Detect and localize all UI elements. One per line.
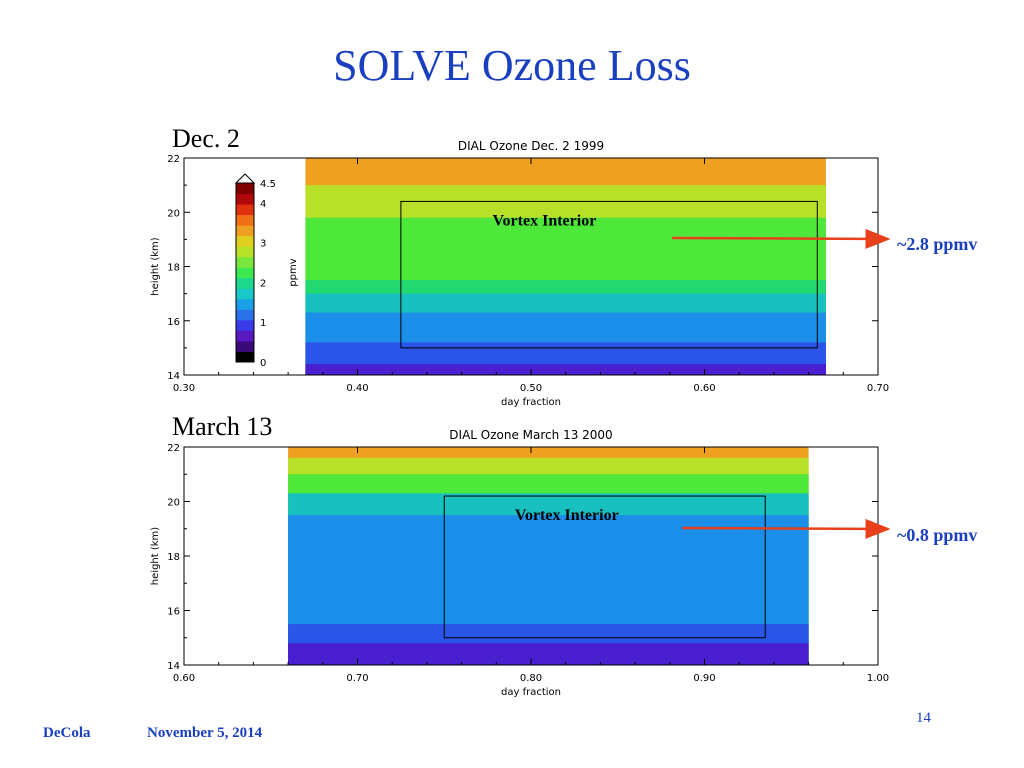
march-date-label: March 13 (172, 412, 273, 441)
chart1-colorbar-swatch (236, 246, 254, 258)
chart2-xtick-label: 0.70 (346, 673, 368, 684)
chart1-ytick-label: 14 (167, 371, 180, 382)
chart2-vortex-box (443, 495, 766, 639)
chart1-colorbar-tick: 4 (260, 199, 266, 210)
chart1-colorbar-tick: 0 (260, 358, 266, 369)
footer-author: DeCola (43, 725, 91, 741)
chart1-colorbar-arrow (234, 173, 256, 184)
chart1-title: DIAL Ozone Dec. 2 1999 (458, 139, 604, 153)
chart1-colorbar-swatch (236, 204, 254, 216)
chart1-ytick-label: 22 (167, 154, 180, 165)
chart1-colorbar-swatch (236, 183, 254, 195)
chart1-colorbar-swatch (236, 309, 254, 321)
march-ppmv-label: ~0.8 ppmv (897, 525, 978, 545)
dec-ppmv-label: ~2.8 ppmv (897, 234, 978, 254)
chart1-band-0_6 (305, 364, 826, 375)
chart1-colorbar-swatch (236, 288, 254, 300)
chart1-vortex-label: Vortex Interior (492, 212, 596, 229)
chart1-colorbar-swatch (236, 330, 254, 342)
chart1-colorbar-swatch (236, 193, 254, 205)
dec-date-label: Dec. 2 (172, 124, 240, 153)
chart2-band-0_5 (288, 643, 809, 665)
chart2-xtick-label: 0.90 (693, 673, 715, 684)
chart2-xtick-label: 0.60 (173, 673, 195, 684)
chart1-colorbar-swatch (236, 277, 254, 289)
chart1-colorbar-swatch (236, 340, 254, 352)
dec-arrow (671, 228, 891, 249)
chart1-xtick-label: 0.30 (173, 383, 195, 394)
chart1-ytick-label: 16 (167, 317, 180, 328)
chart1-colorbar-swatch (236, 267, 254, 279)
chart2-ytick-label: 14 (167, 661, 180, 672)
chart2-ytick-label: 22 (167, 443, 180, 454)
chart1-xtick-label: 0.50 (520, 383, 542, 394)
chart1-colorbar-tick: 2 (260, 278, 266, 289)
chart2-xtick-label: 1.00 (867, 673, 889, 684)
chart1-colorbar-tick: 4.5 (260, 179, 276, 190)
march-arrow (681, 518, 891, 539)
chart1-colorbar-tick: 1 (260, 318, 266, 329)
footer-date: November 5, 2014 (147, 725, 263, 741)
chart1-colorbar-tick: 3 (260, 239, 266, 250)
chart1-ytick-label: 20 (167, 208, 180, 219)
chart1-colorbar-label: ppmv (288, 258, 299, 286)
chart1-ytick-label: 18 (167, 263, 180, 274)
chart1-ylabel: height (km) (150, 237, 161, 295)
chart2-ytick-label: 16 (167, 607, 180, 618)
chart1-colorbar-swatch (236, 319, 254, 331)
chart1-xlabel: day fraction (501, 397, 561, 408)
chart1-colorbar-swatch (236, 235, 254, 247)
page-number: 14 (916, 710, 931, 726)
chart2-xlabel: day fraction (501, 687, 561, 698)
chart2-vortex-label: Vortex Interior (515, 507, 619, 524)
chart1-xtick-label: 0.60 (693, 383, 715, 394)
chart2-ytick-label: 18 (167, 552, 180, 563)
chart1-colorbar-swatch (236, 298, 254, 310)
chart1-xtick-label: 0.70 (867, 383, 889, 394)
chart2-xtick-label: 0.80 (520, 673, 542, 684)
chart1-colorbar-swatch (236, 256, 254, 268)
chart1-colorbar-swatch (236, 225, 254, 237)
chart1-colorbar-swatch (236, 214, 254, 226)
chart1-colorbar-swatch (236, 351, 254, 363)
slide-title: SOLVE Ozone Loss (333, 41, 691, 90)
chart2-title: DIAL Ozone March 13 2000 (449, 428, 612, 442)
chart1-xtick-label: 0.40 (346, 383, 368, 394)
chart2-ytick-label: 20 (167, 498, 180, 509)
chart1-vortex-box (400, 200, 818, 349)
chart2-ylabel: height (km) (150, 527, 161, 585)
